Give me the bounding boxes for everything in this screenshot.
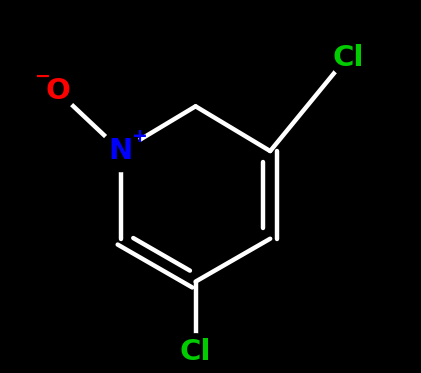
Text: Cl: Cl bbox=[333, 44, 364, 72]
Text: Cl: Cl bbox=[180, 338, 211, 367]
Text: N: N bbox=[109, 137, 133, 165]
Text: −: − bbox=[35, 67, 51, 86]
Circle shape bbox=[177, 334, 214, 371]
Circle shape bbox=[101, 131, 141, 172]
Text: +: + bbox=[133, 127, 148, 145]
Circle shape bbox=[39, 73, 76, 110]
Text: O: O bbox=[45, 77, 70, 106]
Circle shape bbox=[330, 39, 367, 76]
